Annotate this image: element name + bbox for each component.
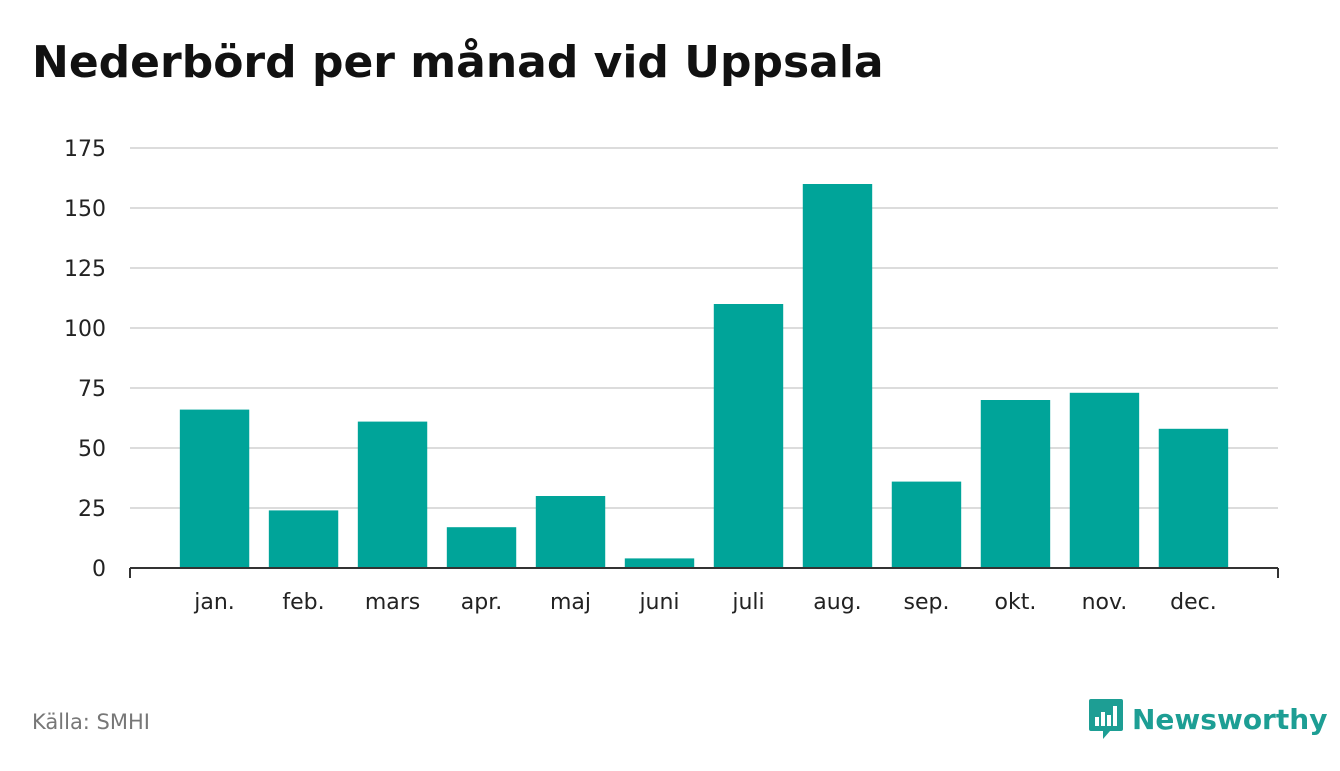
x-axis [129,567,1279,578]
brand-name: Newsworthy [1132,702,1328,736]
x-tick-label: dec. [1170,590,1217,615]
bar-chart-speech-bubble-icon [1089,699,1123,739]
bar-feb [268,510,339,568]
bar-jan [179,409,250,568]
y-axis-ticks: 0 25 50 75 100 125 150 175 [64,137,106,582]
x-axis-ticks: jan. feb. mars apr. maj juni juli aug. sep. okt. n… [193,590,1216,615]
x-tick-label: mars [365,590,420,615]
bar-sep [891,481,962,568]
x-tick-label: okt. [995,590,1037,615]
x-tick-label: apr. [461,590,502,615]
chart-title: Nederbörd per månad vid Uppsala [32,37,884,88]
y-tick-label: 100 [64,317,106,342]
x-tick-label: maj [550,590,591,615]
bar-dec [1158,428,1229,568]
x-tick-label: sep. [903,590,949,615]
y-tick-label: 150 [64,197,106,222]
x-tick-label: jan. [193,590,235,615]
bar-apr [446,527,517,568]
y-tick-label: 25 [78,497,106,522]
y-tick-label: 175 [64,137,106,162]
bar-maj [535,496,606,568]
bar-juni [624,558,695,568]
bar-okt [980,400,1051,568]
x-tick-label: juli [731,590,764,615]
bar-nov [1069,392,1140,568]
x-tick-label: feb. [282,590,324,615]
source-note: Källa: SMHI [32,710,150,734]
y-tick-label: 0 [92,557,106,582]
y-tick-label: 50 [78,437,106,462]
x-tick-label: aug. [813,590,861,615]
x-tick-label: juni [638,590,679,615]
bar-mars [357,421,428,568]
grid-lines [130,147,1278,509]
y-tick-label: 125 [64,257,106,282]
newsworthy-logo[interactable]: Newsworthy [1088,696,1327,742]
y-tick-label: 75 [78,377,106,402]
bars [179,184,1229,568]
bar-juli [713,304,784,568]
bar-aug [802,184,873,568]
x-tick-label: nov. [1082,590,1128,615]
